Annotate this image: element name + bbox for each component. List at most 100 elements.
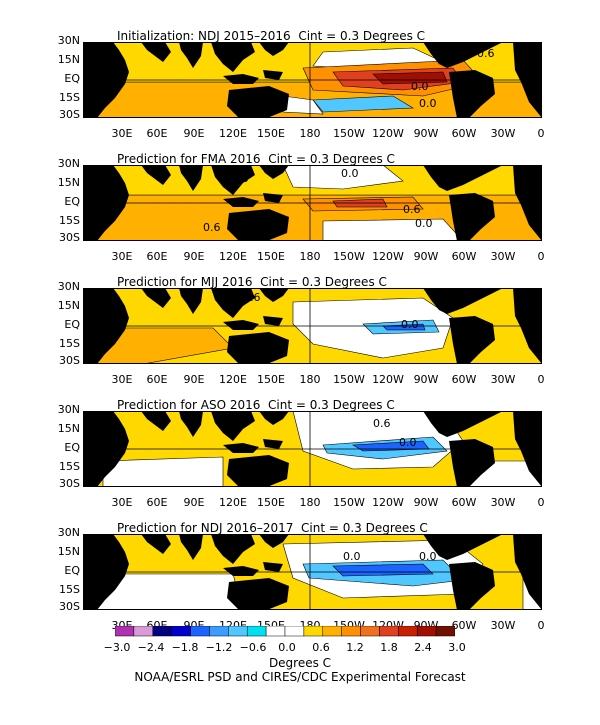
lon-label: 90E — [183, 496, 205, 509]
lat-label: 15N — [57, 176, 80, 189]
lat-label: 15S — [59, 460, 80, 473]
map-canvas: 0.6 0.0 — [83, 411, 542, 487]
lon-label: 120E — [219, 250, 247, 263]
land-mass — [227, 578, 289, 610]
lat-label: 30S — [59, 231, 80, 244]
colorbar-tick-label: 1.2 — [346, 641, 364, 654]
colorbar-swatch — [398, 626, 418, 637]
land-mass — [259, 42, 289, 56]
lon-label: 60E — [146, 373, 168, 386]
land-mass — [259, 411, 289, 425]
lon-label: 120E — [219, 127, 247, 140]
contour-label: 0.0 — [419, 550, 437, 563]
colorbar-swatch — [171, 626, 191, 637]
lon-label: 150W — [333, 250, 365, 263]
land-mass — [449, 439, 495, 487]
lon-label: 90W — [413, 127, 439, 140]
lon-label: 90W — [413, 496, 439, 509]
map-canvas: 0.6 0.0 0.0 — [83, 42, 542, 118]
lon-label: 30E — [111, 127, 133, 140]
land-mass — [423, 165, 503, 191]
lat-label: 15S — [59, 337, 80, 350]
lon-label: 60W — [451, 373, 477, 386]
land-mass — [211, 411, 255, 441]
land-mass — [263, 439, 283, 449]
colorbar-tick-label: 0.6 — [312, 641, 330, 654]
land-mass — [449, 70, 495, 118]
lon-label: 60W — [451, 250, 477, 263]
colorbar-tick-label: 0.0 — [278, 641, 296, 654]
sst-anomaly-map: 0.6 0.0 0.0 — [83, 42, 542, 118]
colorbar-swatch — [152, 626, 172, 637]
lon-label: 120W — [372, 373, 404, 386]
lon-label: 30W — [490, 127, 516, 140]
credit-line: NOAA/ESRL PSD and CIRES/CDC Experimental… — [134, 670, 466, 684]
lon-label: 0 — [537, 619, 545, 632]
panel-title: Prediction for ASO 2016 Cint = 0.3 Degre… — [117, 398, 395, 412]
lon-label: 0 — [537, 496, 545, 509]
map-frame — [83, 42, 542, 118]
lon-label: 150W — [333, 373, 365, 386]
anomaly-region — [83, 327, 234, 364]
anomaly-region — [372, 71, 448, 85]
sst-anomaly-map: 0.6 0.6 0.0 — [83, 288, 542, 364]
contour-label: 0.6 — [453, 288, 471, 301]
colorbar-swatch — [435, 626, 455, 637]
lon-label: 60E — [146, 250, 168, 263]
land-mass — [259, 165, 289, 179]
lon-label: 150E — [257, 250, 285, 263]
contour-label: 0.0 — [415, 217, 433, 230]
lon-label: 180 — [299, 250, 321, 263]
sst-anomaly-map: 0.0 0.0 — [83, 534, 542, 610]
lat-label: EQ — [64, 564, 80, 577]
contour-label: 0.0 — [341, 167, 359, 180]
lon-label: 0 — [537, 250, 545, 263]
map-frame — [83, 534, 542, 610]
land-mass — [223, 566, 259, 576]
lat-label: EQ — [64, 441, 80, 454]
lon-label: 30W — [490, 496, 516, 509]
anomaly-region — [83, 573, 244, 610]
lat-label: 15S — [59, 91, 80, 104]
land-mass — [227, 332, 289, 364]
lon-label: 120E — [219, 496, 247, 509]
land-mass — [227, 209, 289, 241]
lat-label: 30N — [57, 157, 80, 170]
colorbar-swatch — [228, 626, 248, 637]
contour-label: 0.6 — [231, 172, 249, 185]
lon-label: 90E — [183, 127, 205, 140]
colorbar-tick-label: −1.2 — [205, 641, 233, 654]
lon-label: 150W — [333, 127, 365, 140]
lon-label: 30W — [490, 250, 516, 263]
lat-label: 15N — [57, 299, 80, 312]
anomaly-region — [282, 165, 404, 190]
lat-label: 30N — [57, 280, 80, 293]
colorbar-swatch — [341, 626, 361, 637]
panel-title: Initialization: NDJ 2015–2016 Cint = 0.3… — [117, 29, 426, 43]
map-canvas: 0.0 0.0 — [83, 534, 542, 610]
map-frame — [83, 288, 542, 364]
land-mass — [227, 455, 289, 487]
colorbar-swatch — [322, 626, 342, 637]
lon-label: 30W — [490, 373, 516, 386]
colorbar-tick-label: −0.6 — [239, 641, 267, 654]
lat-label: 30N — [57, 34, 80, 47]
lon-label: 120W — [372, 127, 404, 140]
lat-label: 30N — [57, 403, 80, 416]
land-mass — [263, 70, 283, 80]
colorbar-tick-label: −1.8 — [171, 641, 199, 654]
colorbar-swatch — [303, 626, 324, 637]
land-mass — [423, 534, 503, 560]
land-mass — [423, 411, 503, 437]
lat-label: 15S — [59, 583, 80, 596]
contour-label: 0.6 — [373, 417, 391, 430]
anomaly-region — [332, 563, 434, 577]
land-mass — [211, 534, 255, 564]
land-mass — [263, 316, 283, 326]
land-mass — [179, 165, 203, 191]
map-frame — [83, 165, 542, 241]
colorbar-swatch — [115, 626, 135, 637]
land-mass — [259, 288, 289, 302]
lon-label: 90W — [413, 373, 439, 386]
lon-label: 180 — [299, 127, 321, 140]
